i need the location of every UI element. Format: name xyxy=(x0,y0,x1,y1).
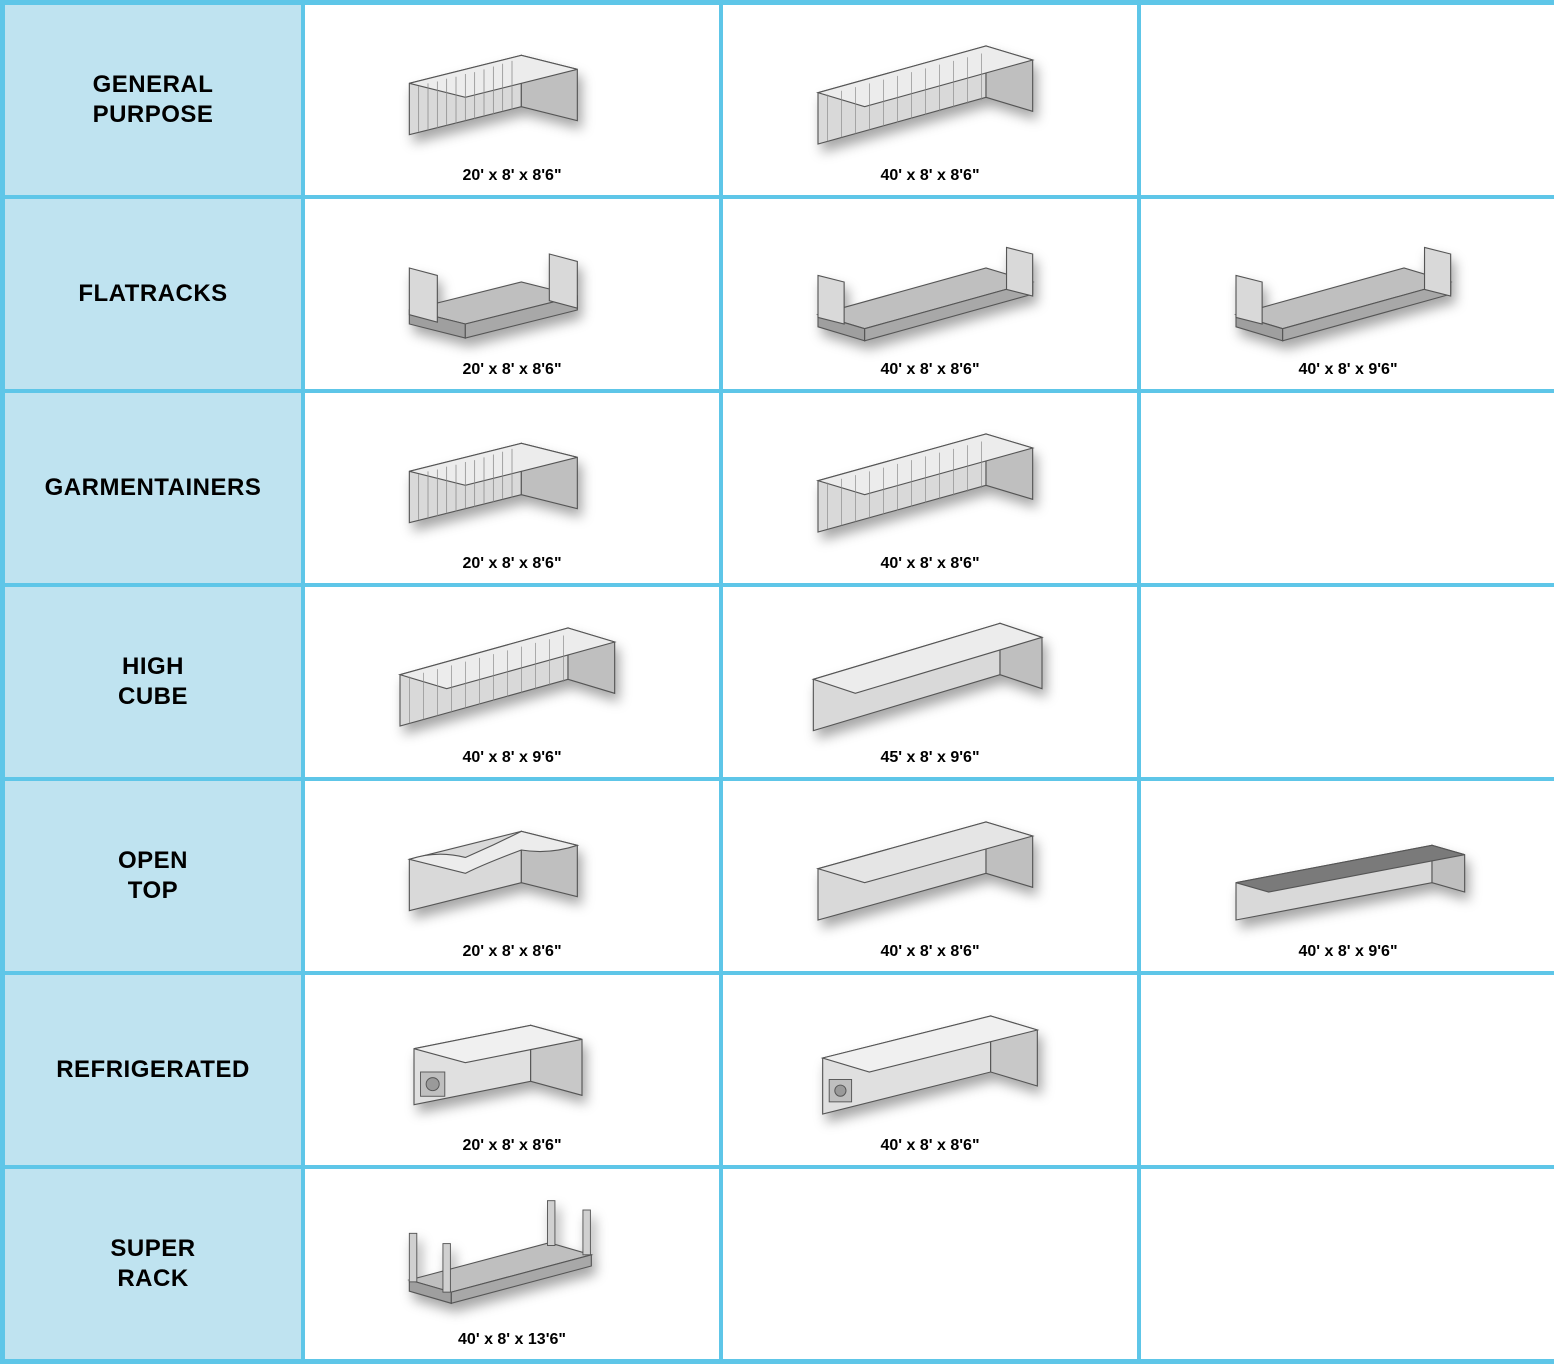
flatrack-long-icon xyxy=(733,209,1127,355)
box-xlong-icon xyxy=(733,597,1127,743)
box-long-icon xyxy=(733,403,1127,549)
container-cell xyxy=(1139,585,1554,779)
empty-icon xyxy=(1151,985,1545,1149)
container-cell: 40' x 8' x 8'6" xyxy=(721,3,1139,197)
flatrack-short-icon xyxy=(315,209,709,355)
row-label: GENERAL PURPOSE xyxy=(3,3,303,197)
container-cell: 45' x 8' x 9'6" xyxy=(721,585,1139,779)
row-label: SUPER RACK xyxy=(3,1167,303,1361)
opentop-flat-icon xyxy=(1151,791,1545,937)
box-long-icon xyxy=(733,15,1127,161)
container-cell: 20' x 8' x 8'6" xyxy=(303,973,721,1167)
container-cell: 40' x 8' x 13'6" xyxy=(303,1167,721,1361)
row-label: REFRIGERATED xyxy=(3,973,303,1167)
dimension-label: 20' x 8' x 8'6" xyxy=(462,943,561,961)
row-label: HIGH CUBE xyxy=(3,585,303,779)
empty-icon xyxy=(1151,597,1545,761)
dimension-label: 40' x 8' x 9'6" xyxy=(1298,361,1397,379)
container-cell: 40' x 8' x 9'6" xyxy=(303,585,721,779)
box-long-icon xyxy=(315,597,709,743)
box-short-icon xyxy=(315,403,709,549)
container-cell: 40' x 8' x 8'6" xyxy=(721,197,1139,391)
dimension-label: 45' x 8' x 9'6" xyxy=(880,749,979,767)
dimension-label: 40' x 8' x 9'6" xyxy=(1298,943,1397,961)
container-cell xyxy=(721,1167,1139,1361)
dimension-label: 20' x 8' x 8'6" xyxy=(462,167,561,185)
container-cell xyxy=(1139,973,1554,1167)
dimension-label: 40' x 8' x 9'6" xyxy=(462,749,561,767)
empty-icon xyxy=(1151,1179,1545,1343)
dimension-label: 20' x 8' x 8'6" xyxy=(462,1137,561,1155)
container-cell: 40' x 8' x 8'6" xyxy=(721,973,1139,1167)
superrack-icon xyxy=(315,1179,709,1325)
reefer-long-icon xyxy=(733,985,1127,1131)
empty-icon xyxy=(733,1179,1127,1343)
dimension-label: 40' x 8' x 8'6" xyxy=(880,555,979,573)
flatrack-long-icon xyxy=(1151,209,1545,355)
empty-icon xyxy=(1151,403,1545,567)
dimension-label: 20' x 8' x 8'6" xyxy=(462,555,561,573)
opentop-short-icon xyxy=(315,791,709,937)
dimension-label: 40' x 8' x 8'6" xyxy=(880,167,979,185)
box-short-icon xyxy=(315,15,709,161)
row-label: GARMENTAINERS xyxy=(3,391,303,585)
row-label: OPEN TOP xyxy=(3,779,303,973)
empty-icon xyxy=(1151,15,1545,179)
container-types-table: GENERAL PURPOSE 20' x 8' x 8'6" 40' x 8' x… xyxy=(0,0,1554,1364)
container-cell: 40' x 8' x 9'6" xyxy=(1139,779,1554,973)
container-cell: 40' x 8' x 8'6" xyxy=(721,779,1139,973)
opentop-long-icon xyxy=(733,791,1127,937)
container-cell xyxy=(1139,1167,1554,1361)
dimension-label: 40' x 8' x 8'6" xyxy=(880,943,979,961)
container-cell: 20' x 8' x 8'6" xyxy=(303,197,721,391)
container-cell: 40' x 8' x 9'6" xyxy=(1139,197,1554,391)
container-cell: 40' x 8' x 8'6" xyxy=(721,391,1139,585)
dimension-label: 40' x 8' x 8'6" xyxy=(880,1137,979,1155)
reefer-short-icon xyxy=(315,985,709,1131)
dimension-label: 40' x 8' x 8'6" xyxy=(880,361,979,379)
dimension-label: 20' x 8' x 8'6" xyxy=(462,361,561,379)
dimension-label: 40' x 8' x 13'6" xyxy=(458,1331,566,1349)
container-cell: 20' x 8' x 8'6" xyxy=(303,391,721,585)
container-cell xyxy=(1139,3,1554,197)
row-label: FLATRACKS xyxy=(3,197,303,391)
container-cell: 20' x 8' x 8'6" xyxy=(303,3,721,197)
container-cell xyxy=(1139,391,1554,585)
container-cell: 20' x 8' x 8'6" xyxy=(303,779,721,973)
